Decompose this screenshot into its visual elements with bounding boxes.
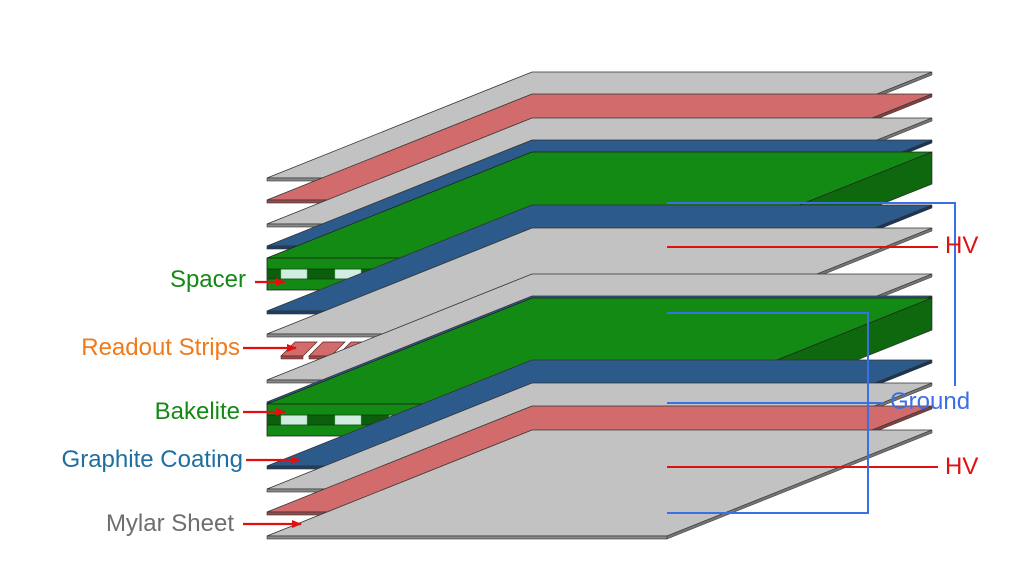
bakelite-block-2-spacer-0 — [280, 414, 308, 426]
bakelite-block-1-spacer-0 — [280, 268, 308, 280]
label-hv-top: HV — [945, 232, 979, 259]
label-hv-bottom: HV — [945, 453, 979, 480]
arrows-group — [243, 278, 302, 528]
ground-wire-loop — [667, 312, 869, 514]
label-bakelite: Bakelite — [154, 398, 240, 425]
label-mylar-sheet: Mylar Sheet — [105, 510, 234, 537]
label-spacer: Spacer — [169, 266, 246, 293]
layers-group — [266, 71, 933, 540]
readout-strips-strip-edge-0 — [280, 355, 304, 360]
wires-group — [667, 202, 956, 514]
ground-wire-top — [667, 202, 956, 386]
mylar-sheet-6-front — [266, 535, 668, 540]
label-readout-strips: Readout Strips — [81, 334, 240, 361]
label-graphite-coating: Graphite Coating — [61, 446, 243, 473]
label-ground: Ground — [890, 388, 971, 415]
mylar-sheet-6 — [266, 429, 933, 540]
bakelite-block-2-spacer-1 — [334, 414, 362, 426]
mylar-sheet-6-side — [666, 429, 933, 540]
